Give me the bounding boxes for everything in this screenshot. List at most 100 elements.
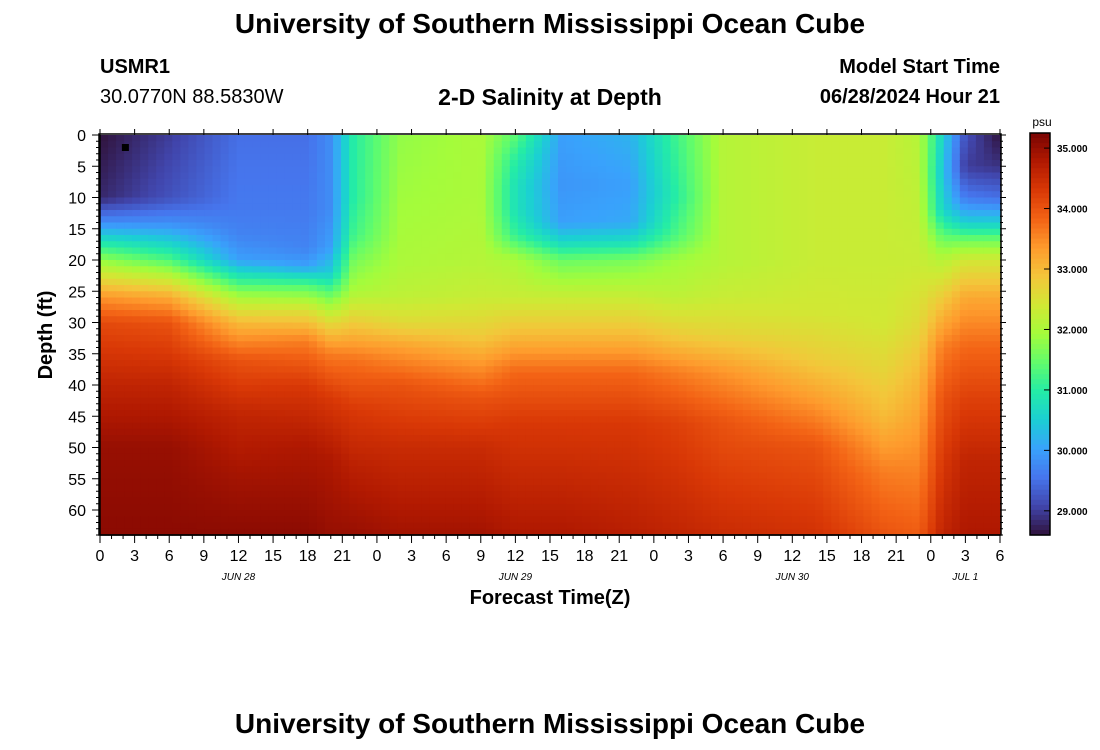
heatmap-cell bbox=[710, 491, 720, 499]
heatmap-cell bbox=[132, 322, 141, 330]
heatmap-cell bbox=[590, 297, 599, 305]
heatmap-cell bbox=[461, 447, 471, 455]
heatmap-cell bbox=[501, 360, 511, 367]
heatmap-cell bbox=[550, 197, 559, 205]
heatmap-cell bbox=[630, 191, 639, 199]
heatmap-cell bbox=[341, 416, 350, 424]
heatmap-cell bbox=[228, 178, 238, 186]
heatmap-cell bbox=[164, 416, 173, 424]
heatmap-cell bbox=[558, 522, 567, 530]
heatmap-cell bbox=[453, 416, 463, 424]
heatmap-cell bbox=[437, 453, 447, 461]
heatmap-cell bbox=[316, 410, 326, 417]
heatmap-cell bbox=[550, 222, 559, 230]
heatmap-cell bbox=[244, 416, 254, 424]
heatmap-cell bbox=[373, 503, 382, 511]
heatmap-cell bbox=[316, 222, 326, 230]
heatmap-cell bbox=[558, 135, 567, 142]
heatmap-cell bbox=[501, 341, 511, 349]
heatmap-cell bbox=[429, 285, 439, 292]
heatmap-cell bbox=[100, 378, 109, 386]
heatmap-cell bbox=[413, 366, 423, 374]
heatmap-cell bbox=[316, 428, 326, 436]
heatmap-cell bbox=[180, 203, 189, 211]
heatmap-cell bbox=[268, 503, 278, 511]
heatmap-cell bbox=[493, 297, 503, 305]
heatmap-cell bbox=[397, 216, 406, 224]
heatmap-cell bbox=[646, 366, 656, 374]
heatmap-cell bbox=[212, 135, 222, 142]
heatmap-cell bbox=[429, 391, 439, 399]
heatmap-cell bbox=[598, 141, 607, 149]
heatmap-cell bbox=[493, 366, 503, 374]
heatmap-cell bbox=[686, 178, 696, 186]
heatmap-cell bbox=[469, 485, 479, 492]
heatmap-cell bbox=[694, 253, 704, 261]
heatmap-cell bbox=[180, 478, 189, 486]
heatmap-cell bbox=[533, 403, 543, 411]
heatmap-cell bbox=[373, 316, 382, 324]
heatmap-cell bbox=[638, 522, 648, 530]
heatmap-cell bbox=[582, 141, 591, 149]
heatmap-cell bbox=[638, 366, 648, 374]
heatmap-cell bbox=[284, 191, 294, 199]
heatmap-cell bbox=[268, 485, 278, 492]
heatmap-cell bbox=[662, 160, 672, 167]
heatmap-cell bbox=[365, 466, 374, 474]
heatmap-cell bbox=[509, 485, 519, 492]
heatmap-cell bbox=[461, 197, 471, 205]
heatmap-cell bbox=[140, 278, 149, 286]
heatmap-cell bbox=[710, 391, 720, 399]
heatmap-cell bbox=[124, 272, 133, 280]
heatmap-cell bbox=[550, 478, 559, 486]
heatmap-cell bbox=[268, 328, 278, 336]
heatmap-cell bbox=[550, 285, 559, 292]
heatmap-cell bbox=[686, 297, 696, 305]
heatmap-cell bbox=[702, 491, 712, 499]
heatmap-cell bbox=[662, 416, 672, 424]
heatmap-cell bbox=[204, 278, 214, 286]
heatmap-cell bbox=[204, 266, 214, 274]
heatmap-cell bbox=[132, 185, 141, 192]
heatmap-cell bbox=[710, 366, 720, 374]
heatmap-cell bbox=[453, 510, 463, 517]
heatmap-cell bbox=[453, 210, 463, 217]
heatmap-cell bbox=[164, 185, 173, 192]
heatmap-cell bbox=[429, 422, 439, 430]
heatmap-cell bbox=[132, 528, 141, 536]
heatmap-cell bbox=[541, 316, 551, 324]
heatmap-cell bbox=[493, 322, 503, 330]
heatmap-cell bbox=[598, 491, 607, 499]
heatmap-cell bbox=[558, 291, 567, 299]
heatmap-cell bbox=[686, 228, 696, 236]
heatmap-cell bbox=[357, 385, 366, 392]
heatmap-cell bbox=[517, 210, 527, 217]
heatmap-cell bbox=[485, 378, 495, 386]
heatmap-cell bbox=[220, 378, 230, 386]
heatmap-cell bbox=[244, 266, 254, 274]
heatmap-cell bbox=[164, 491, 173, 499]
heatmap-cell bbox=[389, 141, 398, 149]
heatmap-cell bbox=[461, 397, 471, 405]
heatmap-cell bbox=[622, 297, 631, 305]
heatmap-cell bbox=[614, 441, 623, 449]
heatmap-cell bbox=[453, 253, 463, 261]
heatmap-cell bbox=[566, 253, 575, 261]
heatmap-cell bbox=[582, 197, 591, 205]
heatmap-cell bbox=[461, 166, 471, 174]
heatmap-cell bbox=[260, 410, 270, 417]
heatmap-cell bbox=[590, 135, 599, 142]
heatmap-cell bbox=[389, 478, 398, 486]
heatmap-cell bbox=[566, 435, 575, 442]
heatmap-cell bbox=[292, 153, 302, 161]
heatmap-cell bbox=[164, 160, 173, 167]
heatmap-cell bbox=[566, 291, 575, 299]
heatmap-cell bbox=[445, 403, 455, 411]
heatmap-cell bbox=[260, 241, 270, 249]
heatmap-cell bbox=[228, 228, 238, 236]
heatmap-cell bbox=[341, 253, 350, 261]
heatmap-cell bbox=[268, 378, 278, 386]
heatmap-cell bbox=[156, 503, 165, 511]
heatmap-cell bbox=[244, 428, 254, 436]
heatmap-cell bbox=[662, 522, 672, 530]
